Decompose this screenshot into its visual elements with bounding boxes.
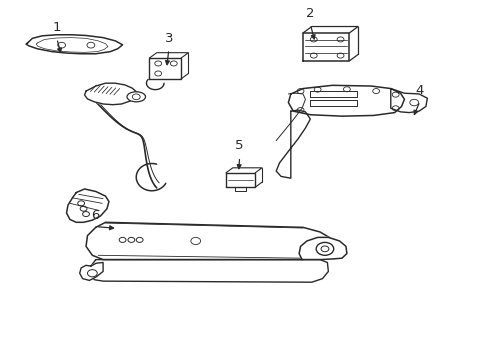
Polygon shape (390, 89, 427, 113)
Polygon shape (86, 222, 331, 260)
Polygon shape (149, 58, 181, 79)
Text: 4: 4 (415, 84, 424, 97)
Polygon shape (26, 35, 122, 54)
Polygon shape (84, 83, 137, 105)
Polygon shape (303, 33, 348, 61)
Text: 1: 1 (52, 21, 61, 34)
Text: 3: 3 (164, 32, 173, 45)
Polygon shape (288, 85, 404, 116)
Polygon shape (299, 237, 346, 260)
Polygon shape (225, 173, 255, 187)
Polygon shape (80, 262, 103, 280)
Polygon shape (66, 189, 109, 222)
Polygon shape (276, 110, 310, 178)
Polygon shape (88, 260, 328, 282)
Text: 6: 6 (91, 209, 100, 222)
Text: 5: 5 (235, 139, 244, 152)
Ellipse shape (127, 92, 145, 102)
Text: 2: 2 (305, 7, 314, 20)
